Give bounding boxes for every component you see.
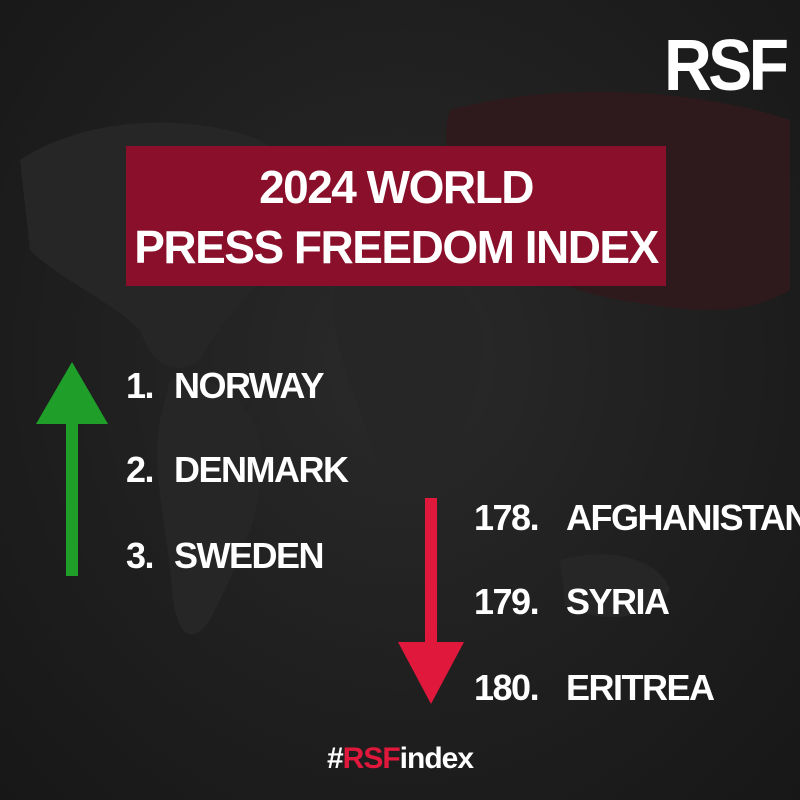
rank-number: 179. bbox=[474, 581, 540, 622]
rsf-logo: RSF bbox=[664, 26, 789, 106]
arrow-up-icon bbox=[36, 362, 108, 576]
hashtag: #RSFindex bbox=[0, 742, 800, 776]
rank-country: ERITREA bbox=[566, 667, 715, 708]
rank-number: 178. bbox=[474, 497, 540, 538]
rank-country: NORWAY bbox=[174, 365, 325, 406]
title-line-1: 2024 WORLD bbox=[259, 161, 534, 213]
hashtag-accent: RSF bbox=[342, 742, 401, 775]
rank-number: 3. bbox=[126, 535, 155, 576]
arrow-down-icon bbox=[398, 498, 464, 704]
hashtag-prefix: # bbox=[326, 742, 344, 775]
rank-country: DENMARK bbox=[174, 449, 349, 490]
title-line-2: PRESS FREEDOM INDEX bbox=[134, 221, 659, 273]
rank-number: 1. bbox=[126, 365, 155, 406]
rank-number: 180. bbox=[474, 667, 540, 708]
rank-country: AFGHANISTAN bbox=[566, 497, 800, 538]
rank-country: SWEDEN bbox=[174, 535, 325, 576]
title-banner: 2024 WORLD PRESS FREEDOM INDEX bbox=[126, 146, 666, 286]
rank-number: 2. bbox=[126, 449, 155, 490]
hashtag-suffix: index bbox=[399, 742, 474, 775]
rank-country: SYRIA bbox=[566, 581, 670, 622]
